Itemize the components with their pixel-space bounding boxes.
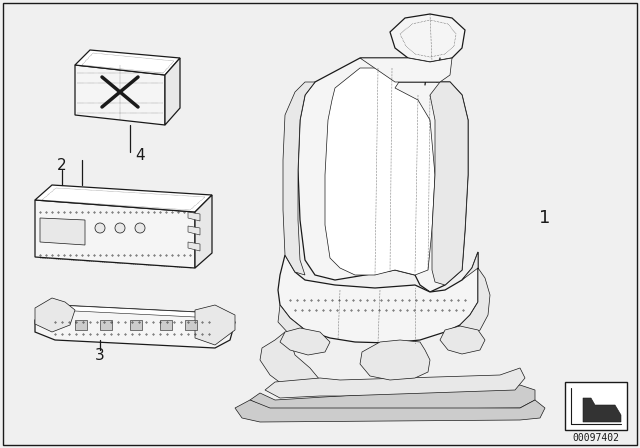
Polygon shape xyxy=(160,320,172,330)
Polygon shape xyxy=(360,340,430,380)
Polygon shape xyxy=(40,218,85,245)
Polygon shape xyxy=(278,252,478,343)
Polygon shape xyxy=(165,58,180,125)
Polygon shape xyxy=(458,252,490,338)
Polygon shape xyxy=(283,82,315,275)
Polygon shape xyxy=(195,195,212,268)
Text: 00097402: 00097402 xyxy=(573,433,620,443)
Text: 3: 3 xyxy=(95,348,105,362)
Text: 4: 4 xyxy=(135,147,145,163)
Polygon shape xyxy=(278,305,305,348)
Polygon shape xyxy=(35,185,212,212)
Polygon shape xyxy=(583,398,621,422)
Polygon shape xyxy=(100,320,112,330)
Polygon shape xyxy=(35,298,75,332)
Polygon shape xyxy=(260,332,320,390)
Polygon shape xyxy=(75,65,165,125)
Polygon shape xyxy=(188,242,200,251)
Polygon shape xyxy=(390,14,465,62)
Polygon shape xyxy=(325,68,435,275)
Polygon shape xyxy=(35,200,195,268)
Polygon shape xyxy=(265,368,525,398)
Polygon shape xyxy=(130,320,142,330)
Polygon shape xyxy=(55,305,215,318)
Text: 2: 2 xyxy=(57,158,67,172)
Polygon shape xyxy=(280,328,330,355)
Bar xyxy=(565,382,627,430)
Polygon shape xyxy=(235,400,545,422)
Polygon shape xyxy=(188,226,200,235)
Polygon shape xyxy=(195,305,235,345)
Polygon shape xyxy=(430,82,468,285)
Polygon shape xyxy=(185,320,197,330)
Polygon shape xyxy=(75,320,87,330)
Circle shape xyxy=(95,223,105,233)
Text: 1: 1 xyxy=(540,209,550,227)
Polygon shape xyxy=(360,58,452,82)
Polygon shape xyxy=(440,326,485,354)
Circle shape xyxy=(135,223,145,233)
Polygon shape xyxy=(75,50,180,75)
Polygon shape xyxy=(35,305,235,348)
Polygon shape xyxy=(188,212,200,221)
Polygon shape xyxy=(298,58,468,292)
Polygon shape xyxy=(250,385,535,410)
Circle shape xyxy=(115,223,125,233)
